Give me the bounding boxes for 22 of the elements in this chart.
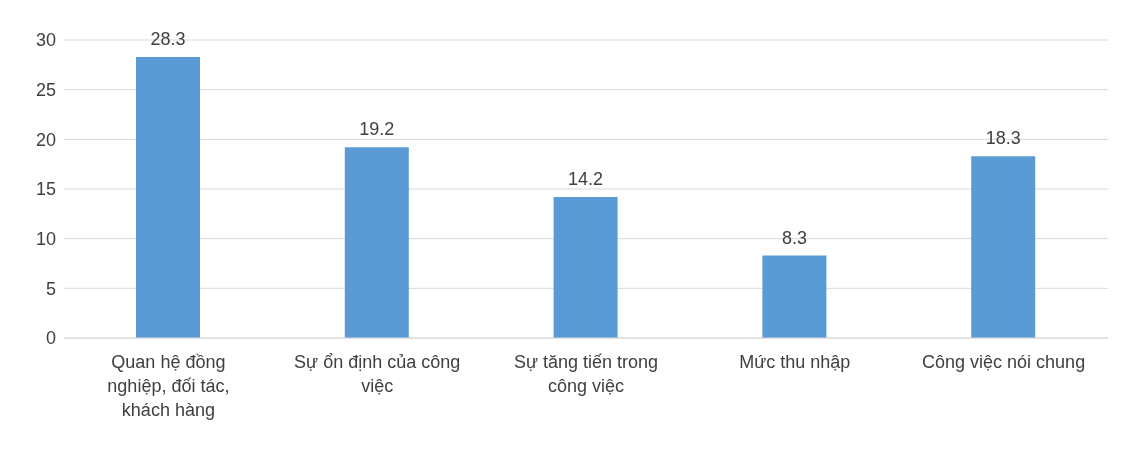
x-tick-label: Sự ổn định của công việc <box>294 352 461 396</box>
y-tick-label: 25 <box>35 80 56 101</box>
y-tick-label: 20 <box>35 129 56 150</box>
data-label: 19.2 <box>359 119 395 140</box>
y-tick-label: 15 <box>35 179 56 200</box>
bar <box>971 156 1036 338</box>
x-tick-label: Công việc nói chung <box>922 352 1086 372</box>
data-label: 8.3 <box>781 227 807 248</box>
y-tick-label: 10 <box>35 229 56 250</box>
y-tick-label: 0 <box>45 328 56 349</box>
y-tick-label: 30 <box>35 30 56 51</box>
x-tick-label: Quan hệ đồng nghiệp, đối tác, khách hàng <box>107 352 230 420</box>
bar <box>136 56 200 338</box>
x-tick-label: Mức thu nhập <box>739 352 851 372</box>
bar <box>553 196 618 338</box>
data-label: 14.2 <box>568 168 604 189</box>
x-tick-label: Sự tăng tiến trong công việc <box>513 352 659 396</box>
y-tick-label: 5 <box>45 278 56 299</box>
bar <box>762 255 827 338</box>
bar <box>344 147 409 338</box>
data-label: 28.3 <box>150 28 186 49</box>
data-label: 18.3 <box>985 128 1021 149</box>
